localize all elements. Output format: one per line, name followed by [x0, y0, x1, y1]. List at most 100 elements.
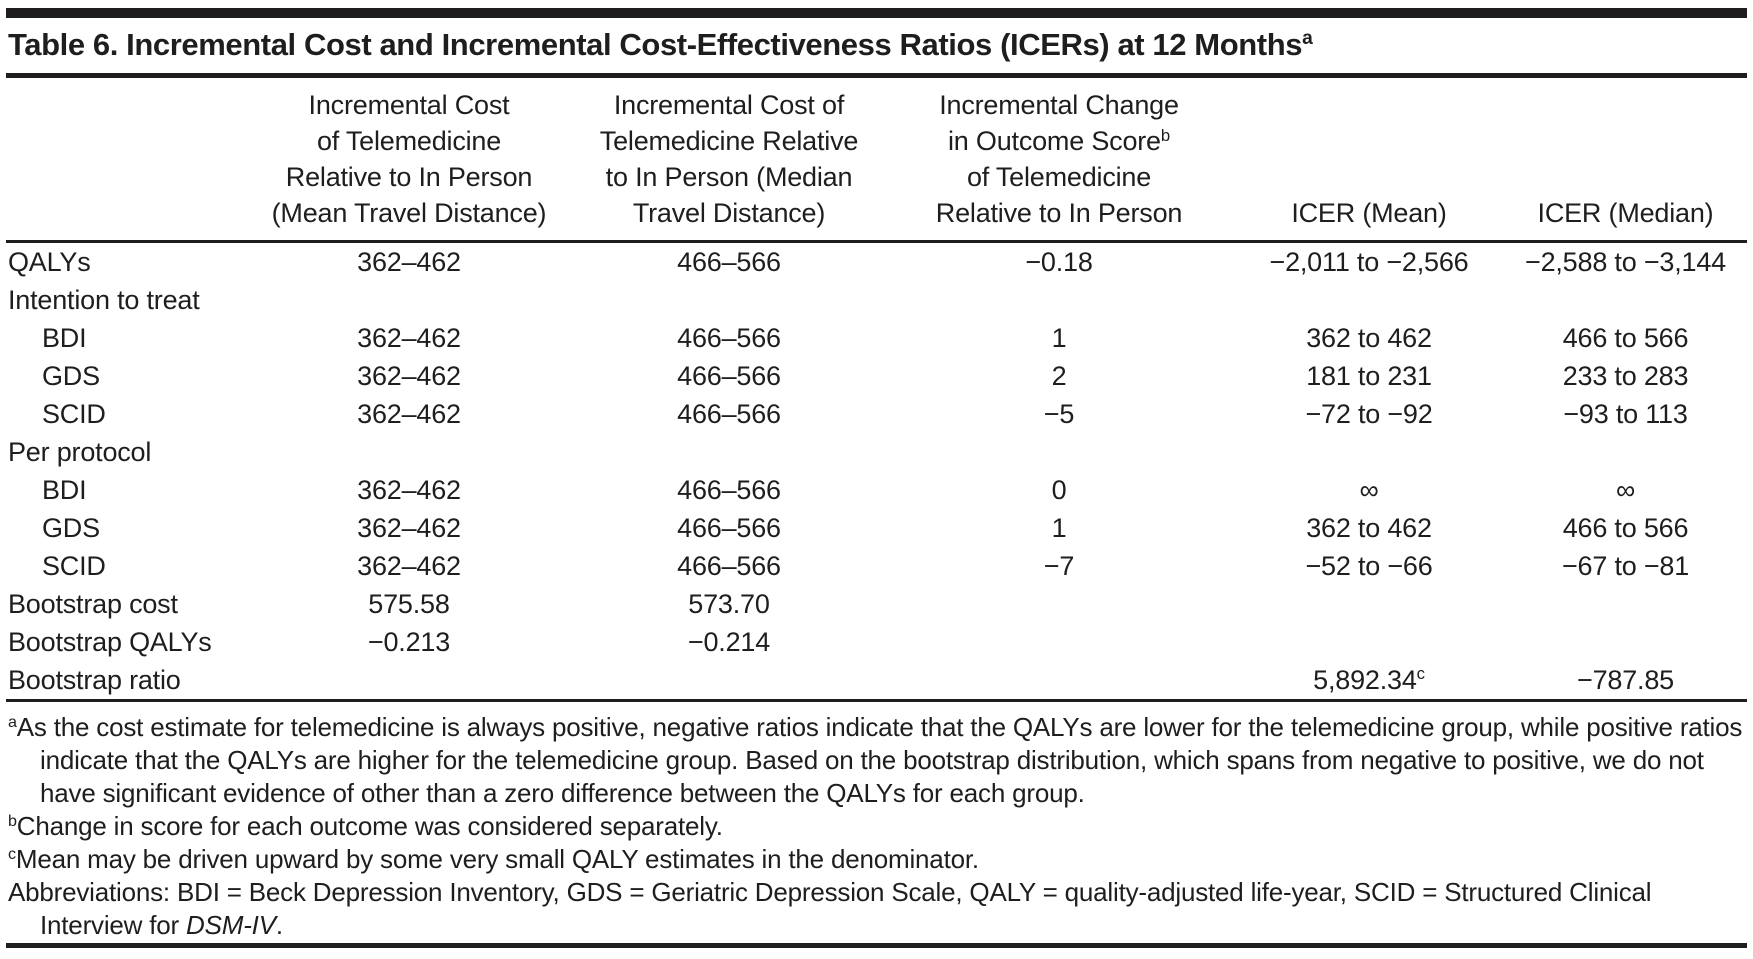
- table-cell: [1234, 281, 1504, 319]
- table-row: BDI 362–462 466–566 1 362 to 462 466 to 566: [6, 319, 1747, 357]
- table-cell: −7: [1043, 550, 1075, 581]
- table-row: BDI 362–462 466–566 0 ∞ ∞: [6, 471, 1747, 509]
- table-body: QALYs 362–462 466–566 −0.18 −2,011 to −2,566…: [6, 242, 1747, 702]
- table-cell: ∞: [1615, 474, 1636, 505]
- table-cell: −787.85: [1504, 661, 1747, 702]
- table-cell: [244, 661, 574, 702]
- row-label: SCID: [42, 398, 106, 429]
- table-cell: −67 to −81: [1561, 550, 1690, 581]
- row-label: Per protocol: [8, 436, 152, 467]
- table-cell: 2: [1051, 360, 1067, 391]
- table-cell: 466–566: [677, 360, 781, 391]
- table-cell: [1504, 585, 1747, 623]
- table-cell: 362–462: [357, 246, 461, 277]
- table-cell: [1504, 623, 1747, 661]
- table-cell: −72 to −92: [1305, 398, 1433, 429]
- table-cell: −2,588 to −3,144: [1525, 246, 1726, 277]
- table-cell: 362–462: [357, 398, 461, 429]
- row-label: SCID: [42, 550, 106, 581]
- table-cell: −0.213: [367, 626, 451, 657]
- table-cell: [574, 661, 884, 702]
- table-row: SCID 362–462 466–566 −5 −72 to −92 −93 to 113: [6, 395, 1747, 433]
- table-cell: [884, 623, 1234, 661]
- table-cell: [884, 281, 1234, 319]
- table-cell: [574, 433, 884, 471]
- column-header-icer-median: ICER (Median): [1504, 78, 1747, 243]
- table-cell: 362–462: [357, 512, 461, 543]
- table-row: Bootstrap ratio 5,892.34c −787.85: [6, 661, 1747, 702]
- table-cell: [884, 661, 1234, 702]
- table-cell: −2,011 to −2,566: [1269, 246, 1469, 277]
- table-row: GDS 362–462 466–566 1 362 to 462 466 to 566: [6, 509, 1747, 547]
- table-cell: 362–462: [357, 550, 461, 581]
- column-header-icer-mean: ICER (Mean): [1234, 78, 1504, 243]
- row-label: Bootstrap ratio: [6, 661, 244, 702]
- table-cell: 466 to 566: [1562, 512, 1689, 543]
- footnote-abbreviations: Abbreviations: BDI = Beck Depression Inv…: [8, 877, 1652, 940]
- table-cell: −0.18: [1025, 246, 1093, 277]
- row-label: GDS: [42, 360, 100, 391]
- table-cell: 466–566: [677, 512, 781, 543]
- table-cell: 362–462: [357, 360, 461, 391]
- table-cell: 5,892.34c: [1234, 661, 1504, 702]
- table-cell: −52 to −66: [1305, 550, 1433, 581]
- table-cell: [1234, 585, 1504, 623]
- table-row: Bootstrap QALYs −0.213 −0.214: [6, 623, 1747, 661]
- results-table: Incremental Cost of Telemedicine Relative …: [6, 78, 1747, 702]
- table-row: SCID 362–462 466–566 −7 −52 to −66 −67 to −81: [6, 547, 1747, 585]
- table-cell: [884, 585, 1234, 623]
- table-cell: [1234, 433, 1504, 471]
- row-label: BDI: [42, 474, 87, 505]
- row-label: BDI: [42, 322, 87, 353]
- column-header-incremental-cost-mean: Incremental Cost of Telemedicine Relative …: [244, 78, 574, 243]
- table-cell: −5: [1043, 398, 1075, 429]
- table-title: Table 6. Incremental Cost and Incrementa…: [6, 18, 1747, 78]
- table-bottom-rule: [6, 943, 1747, 948]
- table-cell: 181 to 231: [1306, 360, 1432, 391]
- table-cell: [574, 281, 884, 319]
- table-cell: [1504, 433, 1747, 471]
- row-label: Bootstrap QALYs: [8, 626, 212, 657]
- table-cell: [1504, 281, 1747, 319]
- table-cell: 466–566: [677, 322, 781, 353]
- table-cell: 573.70: [688, 588, 770, 619]
- table-cell: [244, 433, 574, 471]
- table-cell: 0: [1051, 474, 1067, 505]
- table-cell: −0.214: [687, 626, 771, 657]
- table-row: GDS 362–462 466–566 2 181 to 231 233 to 283: [6, 357, 1747, 395]
- table-cell: [1234, 623, 1504, 661]
- footnote-b: bChange in score for each outcome was co…: [8, 811, 723, 841]
- table-cell: 362–462: [357, 322, 461, 353]
- table-cell: 1: [1051, 512, 1067, 543]
- table-cell: 466 to 566: [1562, 322, 1689, 353]
- table-cell: [244, 281, 574, 319]
- section-row: Intention to treat: [6, 281, 1747, 319]
- footnote-a: aAs the cost estimate for telemedicine i…: [8, 712, 1743, 808]
- row-label: GDS: [42, 512, 100, 543]
- column-header-incremental-change: Incremental Change in Outcome Scoreb of Te…: [884, 78, 1234, 243]
- section-row: Per protocol: [6, 433, 1747, 471]
- row-label: Intention to treat: [8, 284, 200, 315]
- table-cell: 362 to 462: [1306, 322, 1432, 353]
- table-cell: 466–566: [677, 246, 781, 277]
- footnotes: aAs the cost estimate for telemedicine i…: [6, 702, 1747, 952]
- table-cell: 466–566: [677, 398, 781, 429]
- table-cell: 1: [1051, 322, 1067, 353]
- footnote-c: cMean may be driven upward by some very …: [8, 844, 979, 874]
- table-row: QALYs 362–462 466–566 −0.18 −2,011 to −2,566…: [6, 242, 1747, 282]
- table-cell: 233 to 283: [1562, 360, 1689, 391]
- table-cell: 466–566: [677, 474, 781, 505]
- column-header-empty: [6, 78, 244, 243]
- table-row: Bootstrap cost 575.58 573.70: [6, 585, 1747, 623]
- table-cell: −93 to 113: [1563, 398, 1688, 429]
- table-cell: 466–566: [677, 550, 781, 581]
- table-header-row: Incremental Cost of Telemedicine Relative …: [6, 78, 1747, 243]
- table-cell: [884, 433, 1234, 471]
- table-cell: 575.58: [368, 588, 450, 619]
- row-label: QALYs: [8, 246, 91, 277]
- column-header-incremental-cost-median: Incremental Cost of Telemedicine Relative…: [574, 78, 884, 243]
- table-cell: 362 to 462: [1306, 512, 1432, 543]
- table-cell: ∞: [1359, 474, 1379, 505]
- row-label: Bootstrap cost: [8, 588, 178, 619]
